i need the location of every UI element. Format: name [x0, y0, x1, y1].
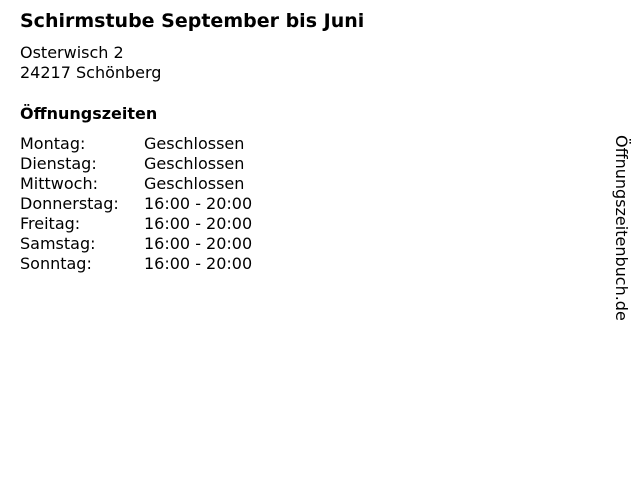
hours-row: Donnerstag: 16:00 - 20:00: [20, 194, 252, 214]
day: Dienstag:: [20, 154, 97, 173]
day: Montag:: [20, 134, 86, 153]
day: Donnerstag:: [20, 194, 119, 213]
time: 16:00 - 20:00: [144, 194, 253, 213]
day: Sonntag:: [20, 254, 92, 273]
time: Geschlossen: [144, 154, 245, 173]
day: Freitag:: [20, 214, 81, 233]
page-title: Schirmstube September bis Juni: [20, 10, 365, 32]
watermark: Öffnungszeitenbuch.de: [612, 135, 631, 321]
hours-row: Montag: Geschlossen: [20, 134, 252, 154]
time: 16:00 - 20:00: [144, 234, 253, 253]
hours-row: Freitag: 16:00 - 20:00: [20, 214, 252, 234]
city: 24217 Schönberg: [20, 63, 162, 82]
time: 16:00 - 20:00: [144, 254, 253, 273]
time: Geschlossen: [144, 174, 245, 193]
day: Samstag:: [20, 234, 96, 253]
time: 16:00 - 20:00: [144, 214, 253, 233]
hours-row: Samstag: 16:00 - 20:00: [20, 234, 252, 254]
street: Osterwisch 2: [20, 43, 124, 62]
day: Mittwoch:: [20, 174, 98, 193]
address: Osterwisch 2 24217 Schönberg: [20, 43, 161, 83]
hours-row: Mittwoch: Geschlossen: [20, 174, 252, 194]
hours-row: Dienstag: Geschlossen: [20, 154, 252, 174]
hours-heading: Öffnungszeiten: [20, 104, 158, 123]
time: Geschlossen: [144, 134, 245, 153]
hours-row: Sonntag: 16:00 - 20:00: [20, 254, 252, 274]
hours-table: Montag: Geschlossen Dienstag: Geschlossen …: [20, 134, 252, 274]
